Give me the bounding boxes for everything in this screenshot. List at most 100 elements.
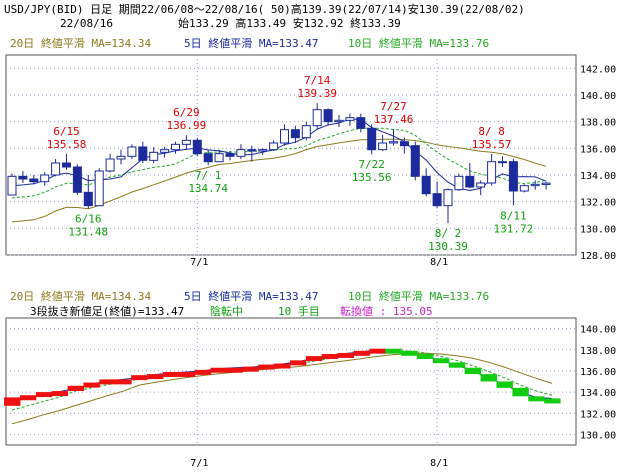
candle-body bbox=[323, 109, 333, 123]
candle-body bbox=[345, 117, 355, 121]
annotation-date: 8/ 8 bbox=[478, 125, 505, 138]
panel1-legend-ma5: 5日 終値平滑 MA=133.47 bbox=[184, 36, 318, 50]
break-brick bbox=[115, 379, 132, 385]
panel2-status-phase: 陰転中 bbox=[210, 304, 243, 318]
panel2-y-tick: 140.00 bbox=[580, 325, 616, 336]
break-brick bbox=[417, 353, 434, 359]
panel1-y-tick: 140.00 bbox=[580, 91, 616, 102]
panel2-status-reversal: 転換値 : 135.05 bbox=[340, 305, 433, 318]
candle-body bbox=[454, 175, 464, 191]
break-brick bbox=[178, 371, 196, 377]
candle-body bbox=[530, 183, 540, 187]
break-brick bbox=[290, 360, 307, 366]
panel2-x-axis: 7/1 8/1 bbox=[190, 458, 448, 469]
panel2-y-tick: 136.00 bbox=[580, 367, 616, 378]
break-brick bbox=[67, 385, 84, 392]
candle-body bbox=[94, 170, 104, 207]
panel1-y-tick: 136.00 bbox=[580, 144, 616, 155]
panel1-y-tick: 130.00 bbox=[580, 224, 616, 235]
break-brick bbox=[353, 350, 370, 356]
candle-body bbox=[269, 142, 279, 151]
break-brick bbox=[242, 366, 259, 372]
candle-body bbox=[541, 182, 551, 185]
candle-body bbox=[389, 141, 398, 144]
annotation-date: 7/14 bbox=[304, 74, 331, 87]
break-brick bbox=[321, 353, 339, 359]
break-brick bbox=[496, 381, 513, 388]
candle-body bbox=[203, 153, 213, 163]
break-brick bbox=[337, 352, 355, 358]
candle-body bbox=[116, 155, 126, 160]
candle-body bbox=[247, 149, 257, 152]
candle-body bbox=[465, 175, 475, 188]
annotation-date: 8/ 2 bbox=[435, 227, 462, 240]
break-brick bbox=[226, 367, 243, 373]
candle-body bbox=[225, 153, 235, 157]
panel1-y-tick: 132.00 bbox=[580, 198, 616, 209]
break-brick bbox=[464, 367, 482, 375]
candle-body bbox=[62, 162, 71, 168]
candle-body bbox=[487, 161, 497, 184]
break-brick bbox=[369, 348, 386, 354]
candle-body bbox=[181, 139, 191, 145]
candle-body bbox=[367, 127, 377, 151]
candle-body bbox=[476, 182, 486, 188]
break-brick bbox=[528, 396, 545, 402]
panel1-x-label: 8/1 bbox=[430, 257, 448, 268]
candle-body bbox=[51, 162, 61, 176]
panel2-status-line: 3段抜き新値足(終値)=133.47 bbox=[30, 304, 184, 318]
annotation-date: 7/27 bbox=[380, 100, 407, 113]
candle-body bbox=[443, 189, 453, 207]
panel1-y-tick: 134.00 bbox=[580, 171, 616, 182]
header-line1: USD/JPY(BID) 日足 期間22/06/08～22/08/16( 50)… bbox=[4, 2, 525, 16]
panel2-status-count: 10 手目 bbox=[278, 304, 320, 318]
panel1-y-tick: 142.00 bbox=[580, 64, 616, 75]
panel2-ma10-line bbox=[11, 350, 553, 411]
candle-body bbox=[290, 129, 300, 139]
annotation-value: 134.74 bbox=[188, 182, 228, 195]
panel2-grid bbox=[6, 318, 576, 445]
panel1-y-tick: 128.00 bbox=[580, 251, 616, 262]
break-brick bbox=[258, 364, 275, 370]
panel1-legend-ma20: 20日 終値平滑 MA=134.34 bbox=[10, 36, 151, 50]
break-brick bbox=[544, 398, 561, 404]
candle-body bbox=[7, 175, 17, 196]
annotation-date: 8/11 bbox=[500, 209, 527, 222]
candle-body bbox=[29, 178, 39, 183]
break-brick bbox=[448, 362, 466, 368]
break-brick bbox=[480, 374, 498, 382]
break-brick bbox=[305, 356, 323, 362]
break-brick bbox=[385, 348, 402, 354]
annotation-date: 7/ 1 bbox=[195, 169, 222, 182]
annotation-value: 131.72 bbox=[494, 222, 534, 235]
annotation-value: 131.48 bbox=[68, 226, 108, 239]
candle-body bbox=[160, 149, 170, 153]
break-brick bbox=[512, 387, 529, 397]
candle-body bbox=[410, 145, 420, 177]
annotation-value: 135.56 bbox=[352, 171, 392, 184]
panel2-y-tick: 130.00 bbox=[580, 430, 616, 441]
candle-body bbox=[127, 146, 137, 157]
panel1-y-axis: 142.00 140.00 138.00 136.00 134.00 132.00 130.… bbox=[580, 64, 616, 262]
candle-body bbox=[432, 193, 442, 207]
annotation-value: 135.57 bbox=[472, 138, 512, 151]
annotation-value: 136.99 bbox=[167, 119, 207, 132]
candle-body bbox=[105, 158, 115, 172]
annotation-date: 6/15 bbox=[53, 125, 80, 138]
panel1-candles bbox=[7, 103, 551, 224]
candle-body bbox=[399, 141, 409, 147]
break-brick bbox=[274, 363, 291, 369]
header-ohlc: 始133.29 高133.49 安132.92 終133.39 bbox=[178, 16, 401, 30]
candle-body bbox=[236, 149, 246, 157]
annotation-date: 7/22 bbox=[358, 158, 385, 171]
candle-body bbox=[149, 151, 159, 161]
candle-body bbox=[312, 109, 322, 127]
panel2-legend-ma10: 10日 終値平滑 MA=133.76 bbox=[348, 289, 489, 303]
break-brick bbox=[194, 369, 212, 375]
panel1-y-tick: 138.00 bbox=[580, 118, 616, 129]
panel2-break-bricks bbox=[4, 348, 561, 406]
break-brick bbox=[4, 397, 21, 406]
break-brick bbox=[131, 375, 148, 381]
